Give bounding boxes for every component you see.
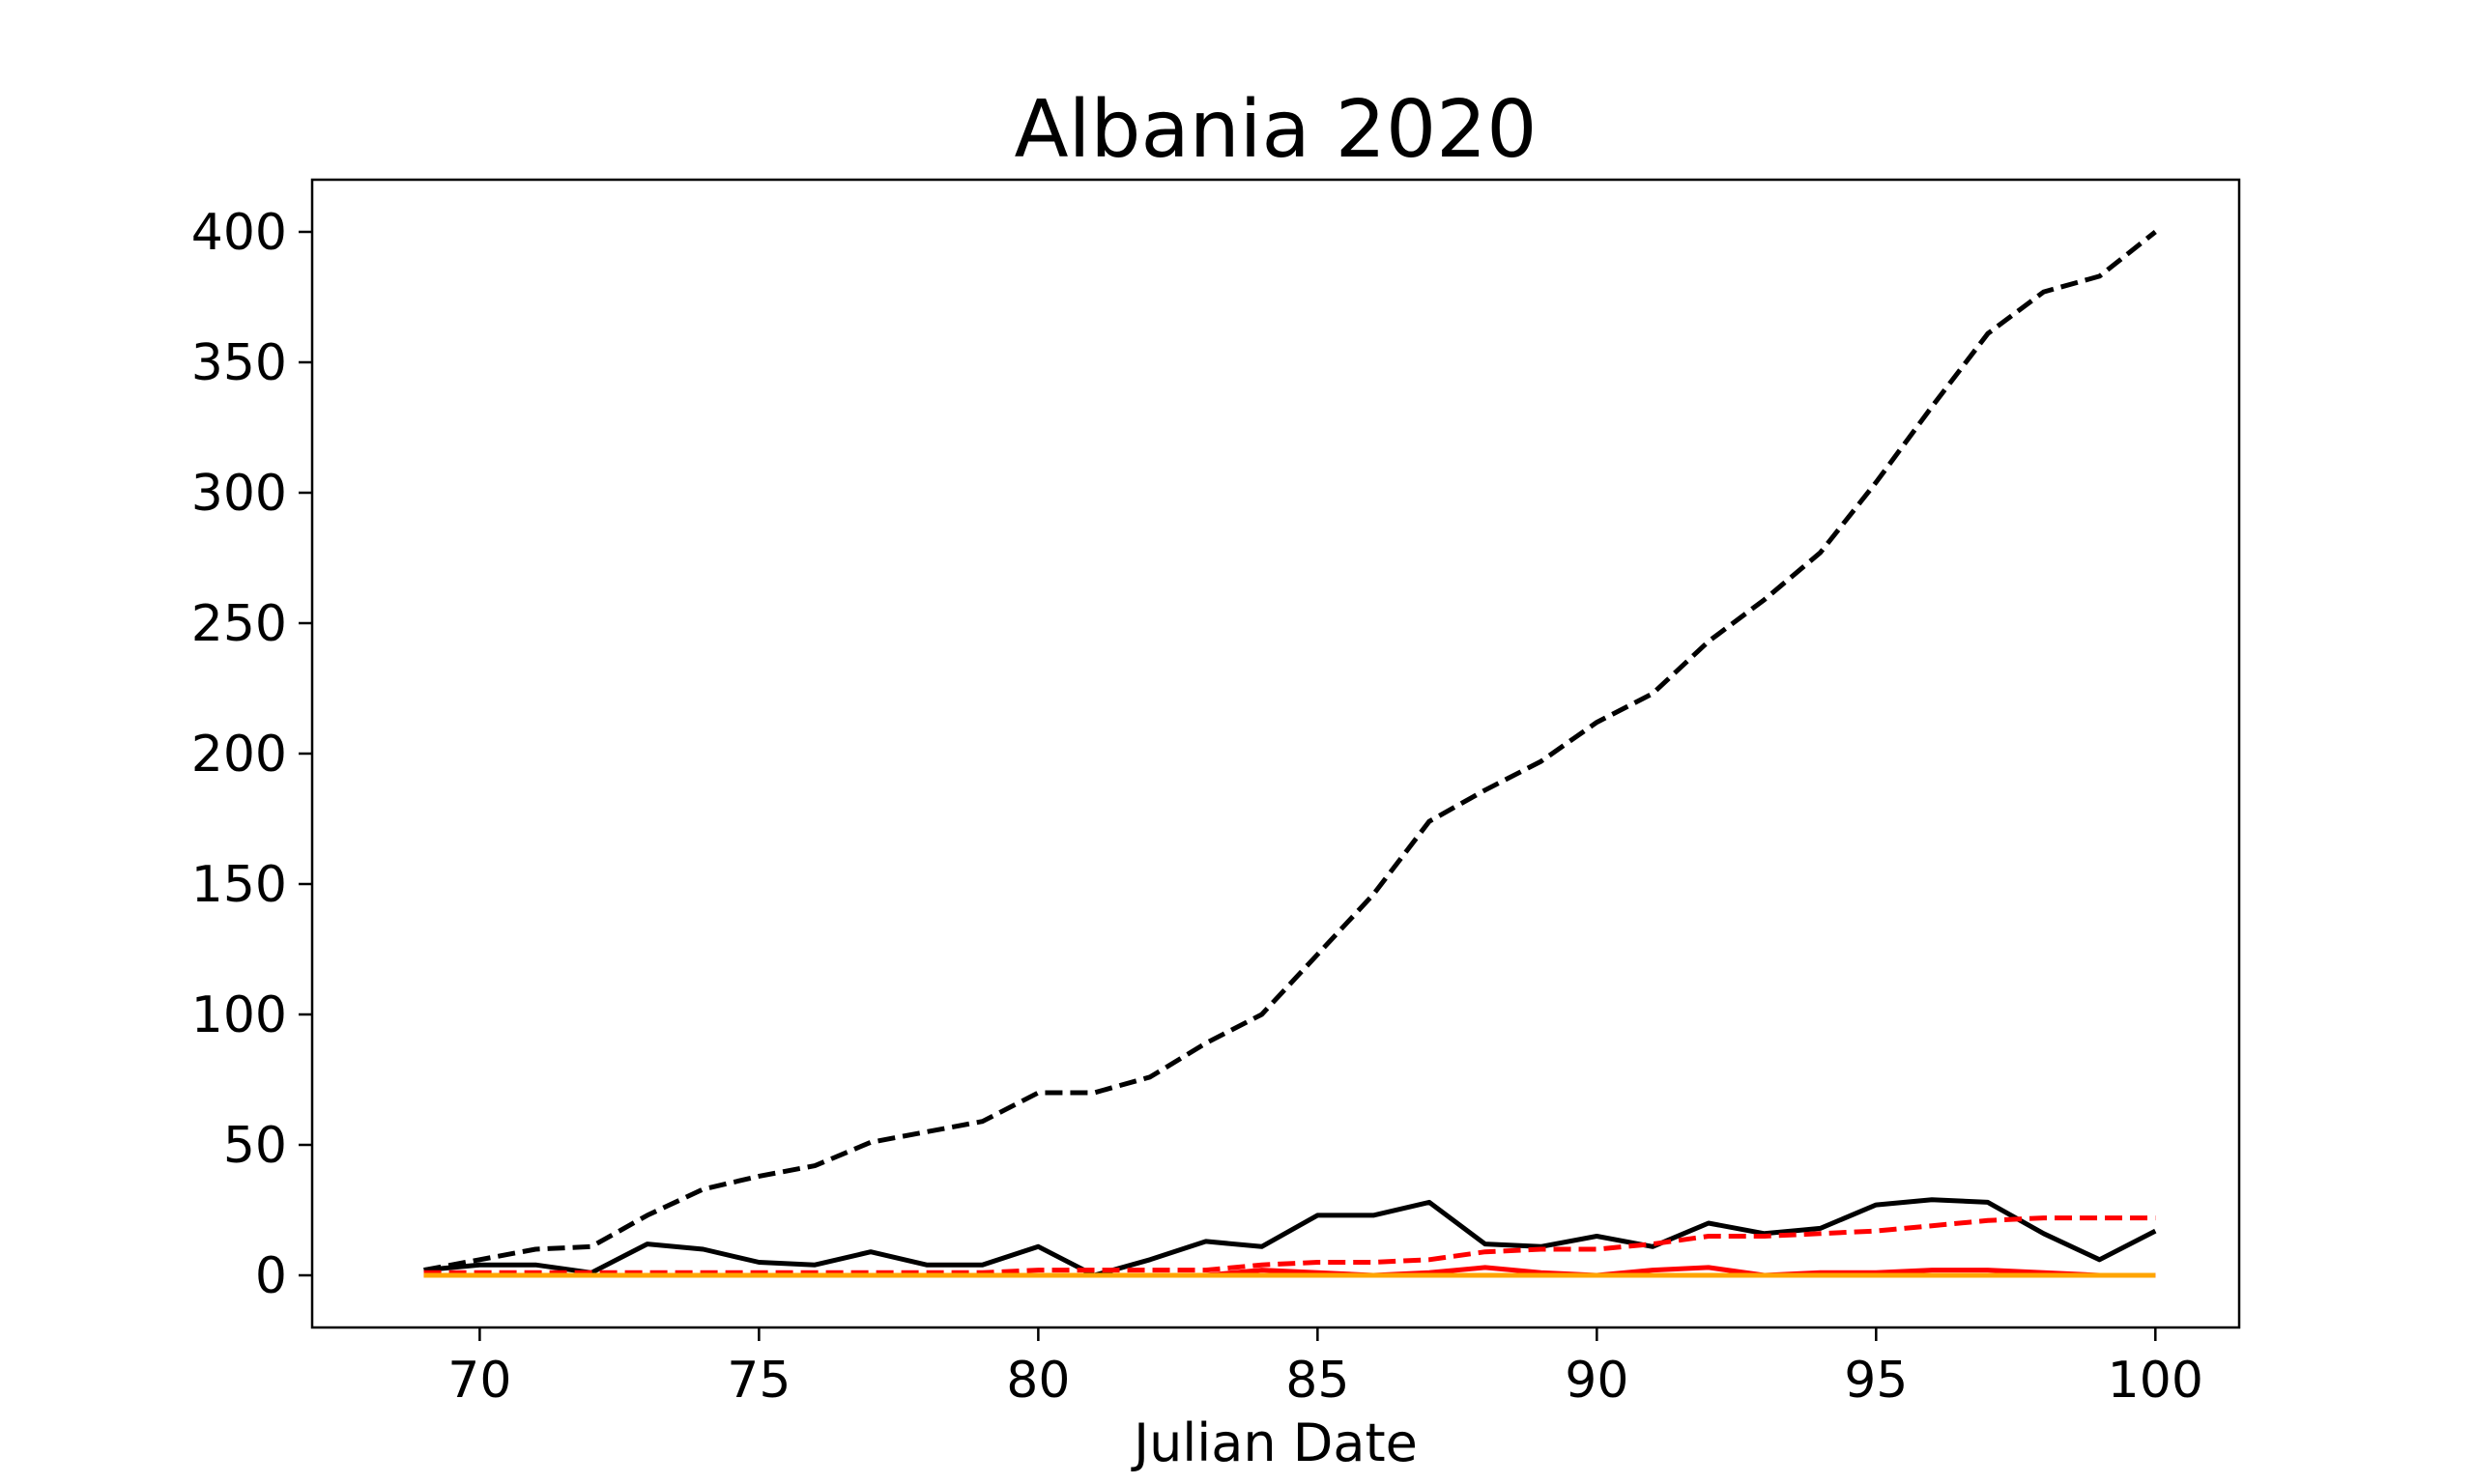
x-axis: 70 75 80 85 90 95 100: [447, 1327, 2203, 1410]
x-tick-label: 95: [1844, 1352, 1908, 1410]
y-tick-label: 400: [191, 204, 287, 262]
series-line-2: [423, 1197, 2157, 1278]
y-axis: 0 50 100 150 200 250 300 350 400: [191, 204, 312, 1305]
x-tick-label: 100: [2108, 1352, 2203, 1410]
y-tick-label: 250: [191, 595, 287, 653]
y-tick-label: 200: [191, 726, 287, 784]
x-tick-label: 80: [1006, 1352, 1070, 1410]
x-tick-label: 70: [447, 1352, 511, 1410]
plot-frame: [310, 178, 2241, 1329]
series-line-3: [423, 1215, 2156, 1275]
y-tick-label: 150: [191, 856, 287, 914]
x-tick-label: 85: [1285, 1352, 1349, 1410]
x-tick-label: 90: [1565, 1352, 1628, 1410]
series-line-1: [423, 230, 2157, 1273]
y-tick-label: 300: [191, 465, 287, 523]
chart-title: Albania 2020: [1015, 84, 1538, 176]
series-layer: [423, 230, 2157, 1278]
y-tick-label: 50: [223, 1117, 287, 1175]
y-tick-label: 350: [191, 334, 287, 392]
x-tick-label: 75: [727, 1352, 791, 1410]
y-tick-label: 100: [191, 986, 287, 1044]
y-tick-label: 0: [255, 1247, 287, 1305]
x-axis-label: Julian Date: [1131, 1413, 1418, 1473]
